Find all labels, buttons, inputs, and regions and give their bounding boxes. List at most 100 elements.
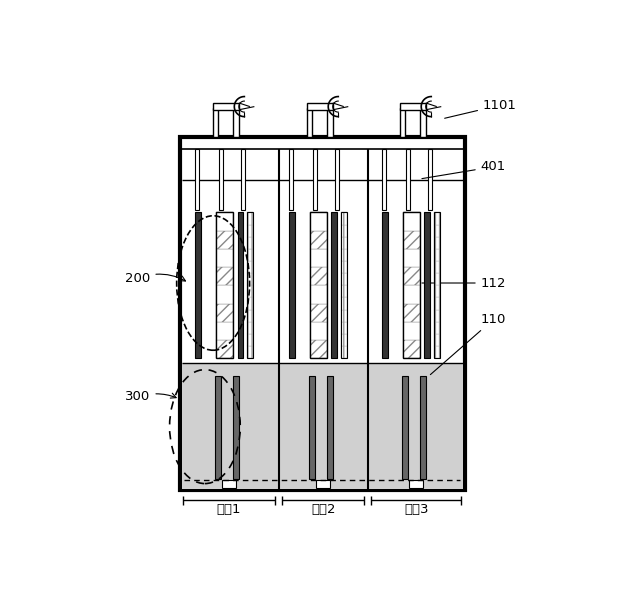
Bar	[382, 149, 387, 210]
Bar	[241, 149, 245, 210]
Bar	[246, 261, 253, 273]
Bar	[216, 213, 233, 358]
Bar	[433, 310, 440, 322]
Bar	[180, 137, 465, 490]
Bar	[403, 213, 420, 230]
Bar	[195, 213, 201, 358]
Bar	[340, 346, 347, 358]
Bar	[340, 297, 347, 310]
Bar	[433, 285, 440, 297]
Bar	[433, 346, 440, 358]
Bar	[216, 230, 233, 249]
Bar	[310, 249, 327, 267]
Bar	[403, 249, 420, 267]
Bar	[433, 322, 440, 334]
Bar	[234, 377, 239, 479]
Bar	[340, 237, 347, 249]
Bar	[215, 377, 221, 479]
Bar	[246, 213, 253, 224]
Bar	[246, 273, 253, 285]
Bar	[234, 108, 239, 137]
Bar	[433, 213, 440, 358]
Bar	[313, 149, 317, 210]
Bar	[382, 213, 388, 358]
Bar	[327, 377, 333, 479]
Bar	[433, 261, 440, 273]
Bar	[213, 103, 239, 110]
Bar	[310, 267, 327, 285]
Text: 401: 401	[422, 160, 506, 179]
Text: 200: 200	[125, 272, 186, 285]
Bar	[340, 224, 347, 237]
Text: セル1: セル1	[217, 503, 241, 516]
Bar	[310, 213, 327, 358]
Bar	[403, 230, 420, 249]
Bar	[182, 363, 463, 488]
Bar	[307, 103, 333, 110]
Bar	[433, 213, 440, 224]
Bar	[216, 213, 233, 230]
Bar	[237, 213, 243, 358]
Bar	[403, 340, 420, 358]
Bar	[403, 322, 420, 340]
Bar	[340, 249, 347, 261]
Bar	[403, 213, 420, 358]
Bar	[340, 322, 347, 334]
Bar	[310, 213, 327, 230]
Bar	[213, 108, 218, 137]
Bar	[246, 249, 253, 261]
Bar	[403, 285, 420, 304]
Bar	[433, 237, 440, 249]
Bar	[340, 213, 347, 224]
Bar	[400, 103, 426, 110]
Bar	[340, 273, 347, 285]
Bar	[246, 334, 253, 346]
Bar	[340, 285, 347, 297]
Bar	[424, 213, 430, 358]
Text: 300: 300	[125, 391, 176, 404]
Bar	[433, 249, 440, 261]
Bar	[402, 377, 408, 479]
Bar	[406, 149, 410, 210]
Text: セル3: セル3	[404, 503, 429, 516]
Text: 1101: 1101	[445, 99, 517, 118]
Bar	[216, 267, 233, 285]
Bar	[340, 334, 347, 346]
Bar	[310, 304, 327, 322]
Bar	[216, 322, 233, 340]
Bar	[335, 149, 339, 210]
Text: 112: 112	[422, 276, 506, 289]
Bar	[310, 230, 327, 249]
Bar	[246, 297, 253, 310]
Bar	[246, 237, 253, 249]
Text: セル2: セル2	[311, 503, 336, 516]
Bar	[340, 261, 347, 273]
Bar	[332, 213, 337, 358]
Bar	[246, 310, 253, 322]
Bar	[403, 267, 420, 285]
Bar	[246, 322, 253, 334]
Bar	[307, 108, 312, 137]
Bar	[246, 346, 253, 358]
Bar	[289, 149, 293, 210]
Text: 110: 110	[430, 313, 506, 375]
Bar	[433, 224, 440, 237]
Bar	[340, 213, 347, 358]
Bar	[246, 224, 253, 237]
Bar	[246, 285, 253, 297]
Bar	[216, 285, 233, 304]
Bar	[428, 149, 432, 210]
Bar	[216, 304, 233, 322]
Bar	[195, 149, 200, 210]
Bar	[310, 340, 327, 358]
Bar	[433, 297, 440, 310]
Bar	[420, 108, 426, 137]
Bar	[327, 108, 333, 137]
Bar	[310, 285, 327, 304]
Bar	[410, 480, 423, 488]
Bar	[219, 149, 223, 210]
Bar	[433, 273, 440, 285]
Bar	[420, 377, 426, 479]
Bar	[316, 480, 330, 488]
Bar	[289, 213, 295, 358]
